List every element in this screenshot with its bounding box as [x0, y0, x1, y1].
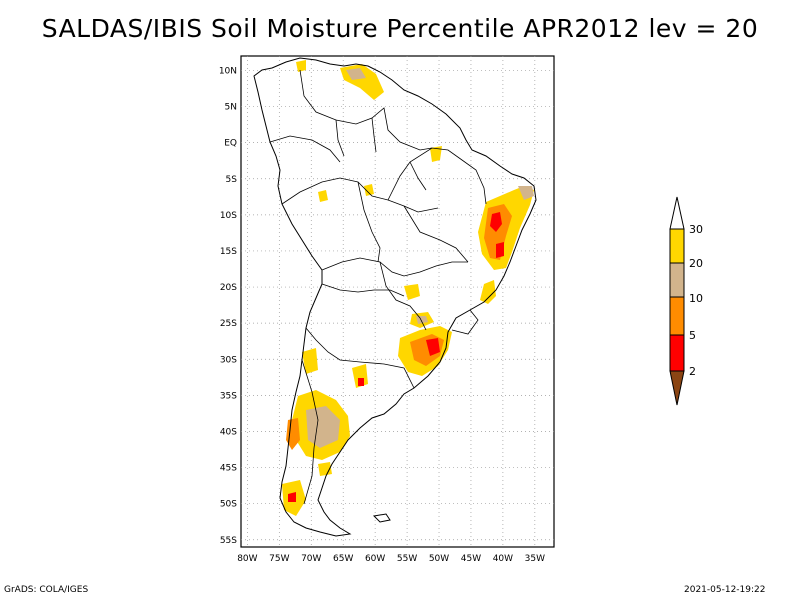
lon-tick-label: 50W: [429, 554, 449, 564]
lat-axis-labels: 10N 5N EQ 5S 10S 15S 20S 25S 30S 35S 40S 45S 50S 55S: [219, 66, 237, 545]
legend-label-5: 5: [689, 329, 696, 342]
colorbar-top-arrow: [669, 196, 685, 230]
patch-bolivia: [364, 184, 374, 196]
patch-cordoba-red: [358, 378, 364, 386]
patch-south-brazil-red: [426, 338, 440, 356]
lat-tick-label: 5N: [225, 103, 237, 113]
lat-tick-label: EQ: [224, 139, 237, 149]
lat-tick-label: 5S: [226, 175, 238, 185]
patch-ne-brazil-inner: [484, 204, 512, 260]
legend-label-10: 10: [689, 292, 703, 305]
lon-tick-label: 70W: [301, 554, 321, 564]
patch-chile-south: [286, 418, 300, 450]
legend-label-30: 30: [689, 223, 703, 236]
lat-tick-label: 40S: [220, 427, 237, 437]
percentile-patches: [282, 60, 534, 516]
lon-tick-label: 75W: [269, 554, 289, 564]
colorbar-bin-5-10: [669, 296, 685, 336]
patch-amazon: [430, 146, 442, 162]
legend-label-2: 2: [689, 365, 696, 378]
map-frame: [240, 55, 555, 548]
lat-tick-label: 20S: [220, 283, 237, 293]
lon-tick-label: 45W: [461, 554, 481, 564]
patch-mid-arg: [318, 462, 332, 476]
lat-tick-label: 25S: [220, 319, 237, 329]
legend-label-20: 20: [689, 257, 703, 270]
lon-axis-labels: 80W 75W 70W 65W 60W 55W 50W 45W 40W 35W: [237, 554, 545, 564]
patch-parana-tan: [416, 316, 428, 324]
lon-tick-label: 35W: [525, 554, 545, 564]
colorbar-bin-2-5: [669, 334, 685, 372]
lat-tick-label: 55S: [220, 536, 237, 546]
lon-tick-label: 40W: [493, 554, 513, 564]
country-borders: [269, 69, 487, 505]
lat-tick-label: 50S: [220, 500, 237, 510]
patch-andes-north: [302, 348, 318, 374]
lat-tick-label: 35S: [220, 391, 237, 401]
lat-tick-label: 45S: [220, 464, 237, 474]
map-title: SALDAS/IBIS Soil Moisture Percentile APR…: [41, 14, 759, 43]
patch-ne-brazil-red: [490, 212, 502, 232]
lon-tick-label: 80W: [237, 554, 257, 564]
graticule: [241, 56, 554, 547]
patch-colombia-north: [296, 60, 306, 72]
colorbar-bin-10-20: [669, 262, 685, 298]
patch-venezuela-tan: [346, 68, 366, 80]
colorbar-bin-20-30: [669, 228, 685, 264]
colorbar-bottom-arrow: [669, 370, 685, 406]
lon-tick-label: 55W: [397, 554, 417, 564]
lon-tick-label: 65W: [333, 554, 353, 564]
lat-tick-label: 15S: [220, 247, 237, 257]
patch-ne-brazil-red2: [496, 242, 504, 258]
patch-patagonia-tan: [306, 406, 340, 448]
footer-credit: GrADS: COLA/IGES: [4, 585, 89, 595]
colorbar: 30 20 10 5 2: [669, 196, 703, 406]
patch-peru: [318, 190, 328, 202]
coastline: [253, 57, 537, 537]
lat-tick-label: 10N: [219, 66, 237, 76]
lat-tick-label: 10S: [220, 211, 237, 221]
patch-ne-tan: [518, 186, 534, 200]
patch-se-coast: [480, 280, 496, 304]
patch-paraguay: [404, 284, 420, 300]
lat-tick-label: 30S: [220, 355, 237, 365]
footer-timestamp: 2021-05-12-19:22: [684, 585, 766, 595]
patch-tierra-red: [288, 492, 296, 502]
lon-tick-label: 60W: [365, 554, 385, 564]
